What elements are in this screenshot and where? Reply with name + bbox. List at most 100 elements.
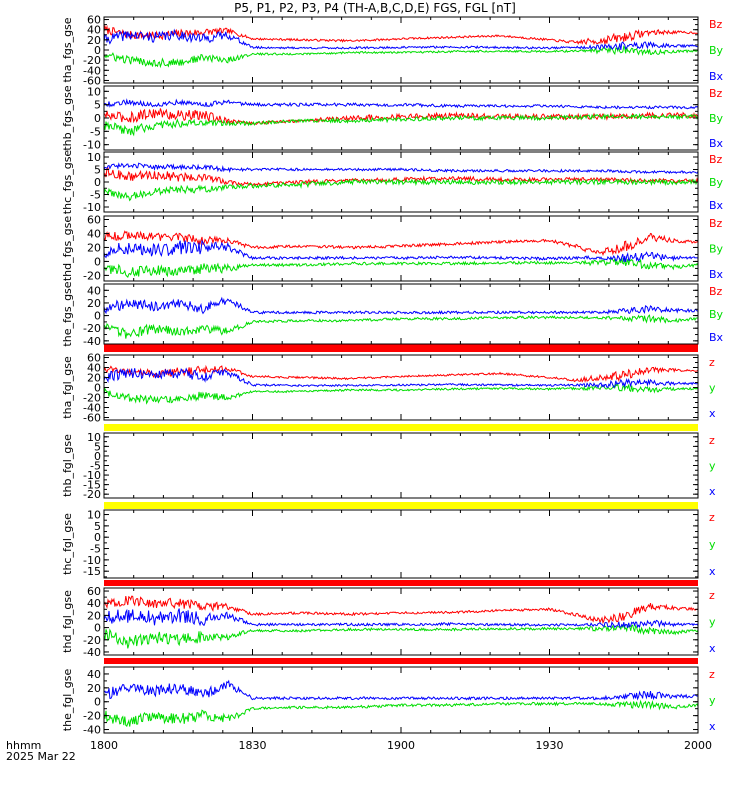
legend-entry-panel-8-y: y <box>709 538 716 551</box>
series-x-line-panel-10 <box>103 679 699 701</box>
y-tick-label-panel-1-6: -60 <box>83 74 101 87</box>
y-tick-label-panel-10-4: -40 <box>83 724 101 737</box>
y-axis-label-panel-1: tha_fgs_gse <box>61 17 74 82</box>
x-tick-label-2000: 2000 <box>684 739 712 752</box>
panel-frame-8 <box>103 509 699 579</box>
divider-bar-4 <box>104 580 698 586</box>
y-tick-label-panel-5-0: 40 <box>87 284 101 297</box>
series-x-line-panel-9 <box>103 608 699 629</box>
series-z-line-panel-6 <box>103 364 699 384</box>
legend-entry-panel-1-Bx: Bx <box>709 70 724 83</box>
y-tick-label-panel-9-4: -20 <box>83 634 101 647</box>
y-tick-label-panel-4-3: 0 <box>94 255 101 268</box>
series-y-line-panel-6 <box>103 383 699 405</box>
time-axis-label: hhmm <box>6 739 42 752</box>
x-tick-label-1930: 1930 <box>536 739 564 752</box>
y-tick-label-panel-9-0: 60 <box>87 585 101 598</box>
y-tick-label-panel-2-0: 10 <box>87 85 101 98</box>
panel-frame-2 <box>103 85 699 151</box>
y-tick-label-panel-9-1: 40 <box>87 597 101 610</box>
y-tick-label-panel-1-2: 20 <box>87 34 101 47</box>
y-tick-label-panel-4-4: -20 <box>83 269 101 282</box>
series-z-line-panel-9 <box>103 595 699 625</box>
y-tick-label-panel-5-2: 0 <box>94 310 101 323</box>
y-axis-label-panel-6: tha_fgl_gse <box>61 356 74 419</box>
y-tick-label-panel-7-1: 5 <box>94 440 101 453</box>
legend-entry-panel-4-Bz: Bz <box>709 217 723 230</box>
legend-entry-panel-3-Bx: Bx <box>709 199 724 212</box>
y-tick-label-panel-10-0: 40 <box>87 668 101 681</box>
y-tick-label-panel-8-3: -5 <box>90 543 101 556</box>
y-tick-label-panel-7-0: 10 <box>87 431 101 444</box>
y-tick-label-panel-6-5: -40 <box>83 402 101 415</box>
y-tick-label-panel-8-5: -15 <box>83 565 101 578</box>
y-axis-label-panel-10: the_fgl_gse <box>61 669 74 732</box>
legend-entry-panel-10-x: x <box>709 720 716 733</box>
y-tick-label-panel-2-2: 0 <box>94 112 101 125</box>
y-tick-label-panel-3-0: 10 <box>87 151 101 164</box>
legend-entry-panel-7-z: z <box>709 434 715 447</box>
legend-entry-panel-8-x: x <box>709 565 716 578</box>
legend-entry-panel-1-Bz: Bz <box>709 18 723 31</box>
divider-bar-2 <box>104 424 698 431</box>
y-axis-label-panel-7: thb_fgl_gse <box>61 434 74 497</box>
y-tick-label-panel-4-1: 40 <box>87 227 101 240</box>
series-z-line-panel-4 <box>103 230 699 257</box>
y-tick-label-panel-6-4: -20 <box>83 392 101 405</box>
legend-entry-panel-9-y: y <box>709 616 716 629</box>
date-label: 2025 Mar 22 <box>6 750 76 763</box>
legend-entry-panel-7-x: x <box>709 485 716 498</box>
y-tick-label-panel-7-6: -20 <box>83 488 101 501</box>
legend-entry-panel-9-x: x <box>709 642 716 655</box>
series-y-line-panel-3 <box>103 177 699 202</box>
y-tick-label-panel-9-3: 0 <box>94 622 101 635</box>
y-tick-label-panel-10-2: 0 <box>94 696 101 709</box>
legend-entry-panel-5-Bz: Bz <box>709 285 723 298</box>
y-axis-label-panel-4: thd_fgs_gse <box>61 216 74 282</box>
panel-frame-10 <box>103 666 699 734</box>
y-tick-label-panel-4-0: 60 <box>87 213 101 226</box>
y-tick-label-panel-8-2: 0 <box>94 531 101 544</box>
y-tick-label-panel-1-3: 0 <box>94 44 101 57</box>
series-y-line-panel-10 <box>103 699 699 727</box>
legend-entry-panel-7-y: y <box>709 460 716 473</box>
series-y-line-panel-1 <box>103 45 699 69</box>
legend-entry-panel-6-x: x <box>709 407 716 420</box>
y-tick-label-panel-6-1: 40 <box>87 362 101 375</box>
y-tick-label-panel-9-2: 20 <box>87 609 101 622</box>
chart-title: P5, P1, P2, P3, P4 (TH-A,B,C,D,E) FGS, F… <box>234 1 516 15</box>
y-tick-label-panel-2-4: -10 <box>83 139 101 152</box>
y-tick-label-panel-5-4: -40 <box>83 335 101 348</box>
y-tick-label-panel-5-1: 20 <box>87 297 101 310</box>
legend-entry-panel-4-By: By <box>709 243 724 256</box>
y-axis-label-panel-8: thc_fgl_gse <box>61 513 74 575</box>
series-x-line-panel-1 <box>103 28 699 51</box>
y-axis-label-panel-5: the_fgs_gse <box>61 281 74 346</box>
y-tick-label-panel-7-3: -5 <box>90 460 101 473</box>
series-x-line-panel-5 <box>103 296 699 315</box>
y-tick-label-panel-2-3: -5 <box>90 125 101 138</box>
series-y-line-panel-4 <box>103 257 699 279</box>
divider-bar-1 <box>104 344 698 352</box>
y-tick-label-panel-1-0: 60 <box>87 14 101 27</box>
y-tick-label-panel-3-4: -10 <box>83 201 101 214</box>
y-tick-label-panel-3-2: 0 <box>94 176 101 189</box>
y-tick-label-panel-4-2: 20 <box>87 241 101 254</box>
legend-entry-panel-8-z: z <box>709 511 715 524</box>
legend-entry-panel-5-Bx: Bx <box>709 331 724 344</box>
y-tick-label-panel-1-1: 40 <box>87 24 101 37</box>
y-tick-label-panel-6-0: 60 <box>87 352 101 365</box>
y-tick-label-panel-7-2: 0 <box>94 450 101 463</box>
legend-entry-panel-10-y: y <box>709 694 716 707</box>
y-tick-label-panel-6-6: -60 <box>83 412 101 425</box>
y-tick-label-panel-6-2: 20 <box>87 372 101 385</box>
legend-entry-panel-6-y: y <box>709 382 716 395</box>
panel-frame-7 <box>103 432 699 499</box>
y-tick-label-panel-7-5: -15 <box>83 479 101 492</box>
y-tick-label-panel-1-4: -20 <box>83 54 101 67</box>
y-tick-label-panel-3-1: 5 <box>94 164 101 177</box>
x-tick-label-1800: 1800 <box>90 739 118 752</box>
legend-entry-panel-9-z: z <box>709 589 715 602</box>
y-tick-label-panel-3-3: -5 <box>90 189 101 202</box>
x-tick-label-1830: 1830 <box>239 739 267 752</box>
